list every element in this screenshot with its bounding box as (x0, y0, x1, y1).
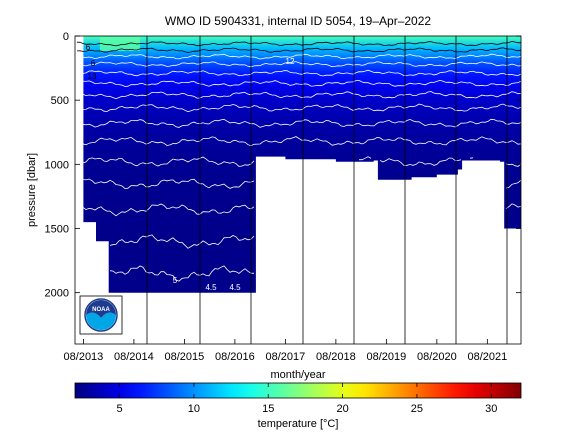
colorbar-tick-label: 30 (485, 403, 497, 415)
isotherm-line (76, 79, 521, 87)
x-axis: 08/2013 08/2014 08/2015 08/2016 08/2017 08/20… (64, 339, 507, 363)
isotherm-line (76, 156, 521, 167)
contour-label: 5 (173, 276, 178, 285)
y-tick-label: 0 (63, 31, 69, 43)
contour-labels: 6 13 12 6 5 4.5 4.5 (86, 43, 295, 292)
contour-label: 13 (88, 72, 97, 81)
x-tick-label: 08/2017 (265, 351, 305, 363)
isotherm-line (76, 53, 521, 60)
isotherm-line (109, 234, 255, 249)
plot-frame (74, 35, 522, 345)
colorbar: 5 10 15 20 25 30 temperature [°C] (74, 382, 522, 430)
x-tick-label: 08/2013 (64, 351, 104, 363)
isotherm-line (109, 265, 255, 282)
y-tick-label: 1500 (45, 224, 69, 236)
isotherm-line (76, 203, 521, 217)
x-tick-label: 08/2014 (114, 351, 154, 363)
x-tick-label: 08/2015 (165, 351, 205, 363)
colorbar-tick-label: 15 (262, 403, 274, 415)
y-tick-label: 1000 (45, 159, 69, 171)
x-tick-label: 08/2021 (467, 351, 507, 363)
contour-label: 12 (286, 57, 295, 66)
isotherm-contours (76, 41, 521, 282)
isotherm-line (77, 91, 521, 100)
x-tick-label: 08/2019 (366, 351, 406, 363)
x-tick-label: 08/2018 (316, 351, 356, 363)
colorbar-label: temperature [°C] (258, 418, 339, 430)
y-axis-label: pressure [dbar] (26, 153, 38, 227)
y-tick-label: 2000 (45, 288, 69, 300)
x-tick-label: 08/2016 (215, 351, 255, 363)
noaa-logo: NOAA (79, 295, 123, 335)
isotherm-line (76, 61, 521, 68)
colorbar-tick-label: 20 (336, 403, 348, 415)
contour-label: 6 (91, 59, 96, 68)
colorbar-ramp (74, 382, 522, 399)
data-area (83, 36, 521, 293)
warm-surface-patch (100, 37, 140, 51)
colorbar-label-text: temperature [°C] (258, 418, 339, 430)
isotherm-line (76, 136, 521, 147)
profile-lines (146, 36, 508, 344)
colorbar-tick-label: 10 (188, 403, 200, 415)
isotherm-line (76, 69, 521, 77)
isotherm-line (76, 41, 521, 47)
chart-title: WMO ID 5904331, internal ID 5054, 19–Apr… (165, 14, 431, 28)
contour-label: 4.5 (229, 283, 241, 292)
isotherm-line (76, 178, 521, 190)
y-axis: 0 500 1000 1500 2000 (45, 31, 521, 300)
y-tick-label: 500 (51, 95, 69, 107)
colorbar-tick-label: 5 (117, 403, 123, 415)
isotherm-line (76, 118, 521, 128)
logo-text: NOAA (92, 307, 110, 313)
x-axis-label: month/year (270, 369, 325, 381)
contour-label: 4.5 (205, 283, 217, 292)
x-tick-label: 08/2020 (417, 351, 457, 363)
isotherm-line (76, 47, 521, 53)
colorbar-ticks: 5 10 15 20 25 30 (117, 383, 497, 415)
isotherm-line (76, 103, 521, 113)
temperature-field (83, 36, 521, 293)
contour-label: 6 (86, 43, 91, 52)
colorbar-tick-label: 25 (411, 403, 423, 415)
